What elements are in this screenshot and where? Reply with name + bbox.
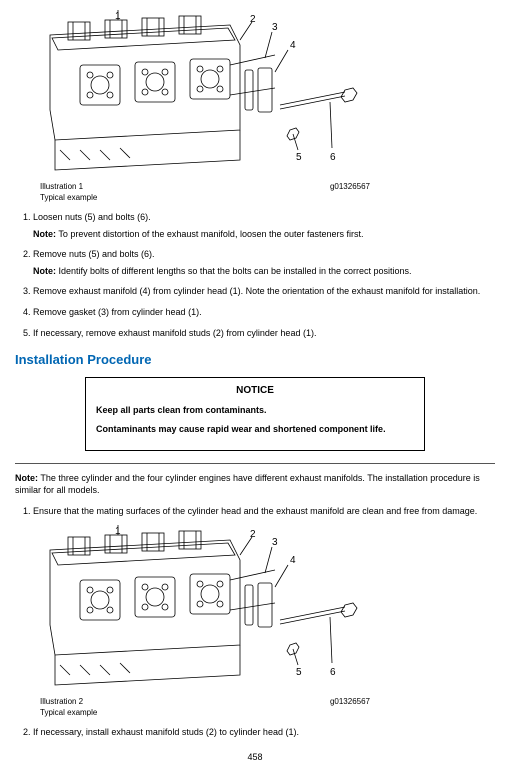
exhaust-manifold-diagram-1: 1 2 3 4 5 6 xyxy=(40,10,370,175)
callout-1: 1 xyxy=(115,11,121,22)
install-note: Note: The three cylinder and the four cy… xyxy=(15,472,495,497)
callout-4: 4 xyxy=(290,40,296,51)
callout-3: 3 xyxy=(272,22,278,33)
callout-5: 5 xyxy=(296,152,302,163)
removal-step-2: Remove nuts (5) and bolts (6). Note: Ide… xyxy=(33,248,495,277)
callout-3: 3 xyxy=(272,537,278,548)
note-text: The three cylinder and the four cylinder… xyxy=(15,473,480,496)
removal-step-4: Remove gasket (3) from cylinder head (1)… xyxy=(33,306,495,319)
separator xyxy=(15,463,495,464)
illustration-1-sub: Typical example xyxy=(40,192,97,203)
illustration-1-ref: g01326567 xyxy=(330,181,370,203)
callout-6: 6 xyxy=(330,152,336,163)
install-procedure-list-cont: If necessary, install exhaust manifold s… xyxy=(15,726,495,739)
step-text: Remove nuts (5) and bolts (6). xyxy=(33,249,155,259)
install-procedure-list: Ensure that the mating surfaces of the c… xyxy=(15,505,495,518)
installation-procedure-heading: Installation Procedure xyxy=(15,351,495,369)
step-1-note: Note: To prevent distortion of the exhau… xyxy=(33,228,495,241)
illustration-2-caption: Illustration 2 Typical example g01326567 xyxy=(40,696,370,718)
illustration-2-sub: Typical example xyxy=(40,707,97,718)
callout-2: 2 xyxy=(250,14,256,25)
install-step-1: Ensure that the mating surfaces of the c… xyxy=(33,505,495,518)
callout-4: 4 xyxy=(290,555,296,566)
notice-line-1: Keep all parts clean from contaminants. xyxy=(96,404,414,417)
notice-line-2: Contaminants may cause rapid wear and sh… xyxy=(96,423,414,436)
illustration-1: 1 2 3 4 5 6 Illustration 1 Typical examp… xyxy=(40,10,495,203)
note-text: To prevent distortion of the exhaust man… xyxy=(56,229,364,239)
exhaust-manifold-diagram-2: 1 2 3 4 5 6 xyxy=(40,525,370,690)
illustration-1-label: Illustration 1 xyxy=(40,181,97,192)
notice-title: NOTICE xyxy=(96,384,414,398)
illustration-2-ref: g01326567 xyxy=(330,696,370,718)
install-step-2: If necessary, install exhaust manifold s… xyxy=(33,726,495,739)
illustration-2-label: Illustration 2 xyxy=(40,696,97,707)
removal-procedure-list: Loosen nuts (5) and bolts (6). Note: To … xyxy=(15,211,495,339)
removal-step-5: If necessary, remove exhaust manifold st… xyxy=(33,327,495,340)
step-text: Loosen nuts (5) and bolts (6). xyxy=(33,212,151,222)
notice-box: NOTICE Keep all parts clean from contami… xyxy=(85,377,425,450)
illustration-1-caption: Illustration 1 Typical example g01326567 xyxy=(40,181,370,203)
note-label: Note: xyxy=(15,473,38,483)
callout-5: 5 xyxy=(296,667,302,678)
page-number: 458 xyxy=(15,751,495,764)
callout-1: 1 xyxy=(115,526,121,537)
removal-step-3: Remove exhaust manifold (4) from cylinde… xyxy=(33,285,495,298)
notice-content: Keep all parts clean from contaminants. … xyxy=(96,404,414,435)
removal-step-1: Loosen nuts (5) and bolts (6). Note: To … xyxy=(33,211,495,240)
step-2-note: Note: Identify bolts of different length… xyxy=(33,265,495,278)
note-label: Note: xyxy=(33,266,56,276)
callout-6: 6 xyxy=(330,667,336,678)
illustration-2: 1 2 3 4 5 6 Illustration 2 Typical examp… xyxy=(40,525,495,718)
note-text: Identify bolts of different lengths so t… xyxy=(56,266,412,276)
note-label: Note: xyxy=(33,229,56,239)
callout-2: 2 xyxy=(250,529,256,540)
